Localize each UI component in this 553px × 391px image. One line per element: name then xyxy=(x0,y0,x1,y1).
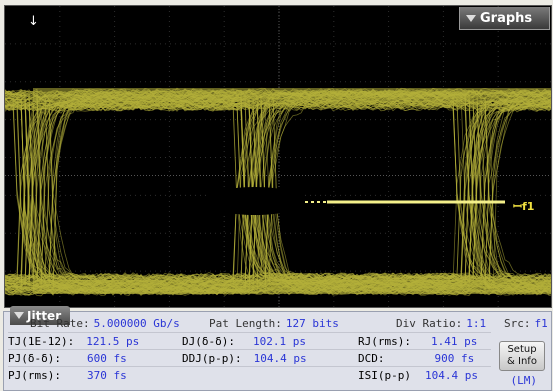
dj-value: 102.1 ps xyxy=(252,335,306,348)
isi-value: 104.4 ps xyxy=(424,369,478,382)
src-value: f1 xyxy=(534,317,548,330)
dj-label: DJ(δ-δ): xyxy=(182,335,235,348)
upper-rail-band xyxy=(33,88,551,102)
isi-label: ISI(p-p) xyxy=(358,369,411,382)
pj-rms-value: 370 fs xyxy=(86,369,127,382)
dcd-value: 900 fs xyxy=(434,352,475,365)
tj-value: 121.5 ps xyxy=(86,335,140,348)
jitter-tab[interactable]: Jitter xyxy=(10,306,70,325)
pat-length-value: 127 bits xyxy=(285,317,339,330)
src-label: Src: xyxy=(504,317,531,330)
pj-dd-label: PJ(δ-δ): xyxy=(8,352,61,365)
trigger-arrow-icon: ↓ xyxy=(28,14,39,29)
eye-opening xyxy=(203,187,307,215)
eye-diagram-display[interactable]: ↓ ꟷf1 Graphs xyxy=(4,5,552,308)
lower-rail-band xyxy=(33,280,551,294)
jitter-panel: Jitter Bit Rate: 5.000000 Gb/s Pat Lengt… xyxy=(3,306,552,391)
dcd-label: DCD: xyxy=(358,352,385,365)
pj-dd-value: 600 fs xyxy=(86,352,127,365)
ddj-label: DDJ(p-p): xyxy=(182,352,242,365)
div-ratio-value: 1:1 xyxy=(466,317,487,330)
bit-rate-label: Bit Rate: xyxy=(30,317,90,330)
rj-label: RJ(rms): xyxy=(358,335,411,348)
graphs-tab[interactable]: Graphs xyxy=(459,7,550,30)
jitter-tab-label: Jitter xyxy=(27,308,62,323)
div-ratio-label: Div Ratio: xyxy=(396,317,463,330)
measurement-row: PJ(δ-δ): 600 fs DDJ(p-p): 104.4 ps DCD: … xyxy=(8,349,491,366)
measurement-row: PJ(rms): 370 fs ISI(p-p) 104.4 ps xyxy=(8,366,491,383)
reference-level-marker[interactable]: ꟷf1 xyxy=(513,200,535,213)
measurement-row: TJ(1E-12): 121.5 ps DJ(δ-δ): 102.1 ps RJ… xyxy=(8,332,491,349)
rj-value: 1.41 ps xyxy=(430,335,478,348)
setup-info-line2: & Info xyxy=(507,356,537,367)
chevron-down-icon xyxy=(466,14,476,22)
eye-trace xyxy=(5,104,551,280)
setup-info-button[interactable]: Setup & Info xyxy=(499,341,545,371)
ddj-value: 104.4 ps xyxy=(253,352,307,365)
chevron-down-icon xyxy=(14,312,24,319)
pat-length-label: Pat Length: xyxy=(209,317,282,330)
tj-label: TJ(1E-12): xyxy=(8,335,75,348)
graphs-tab-label: Graphs xyxy=(480,10,533,26)
eye-diagram-plot xyxy=(5,6,551,307)
pj-rms-label: PJ(rms): xyxy=(8,369,61,382)
bit-rate-value: 5.000000 Gb/s xyxy=(93,317,180,330)
lm-link[interactable]: (LM) xyxy=(510,374,538,387)
setup-info-line1: Setup xyxy=(507,344,537,355)
